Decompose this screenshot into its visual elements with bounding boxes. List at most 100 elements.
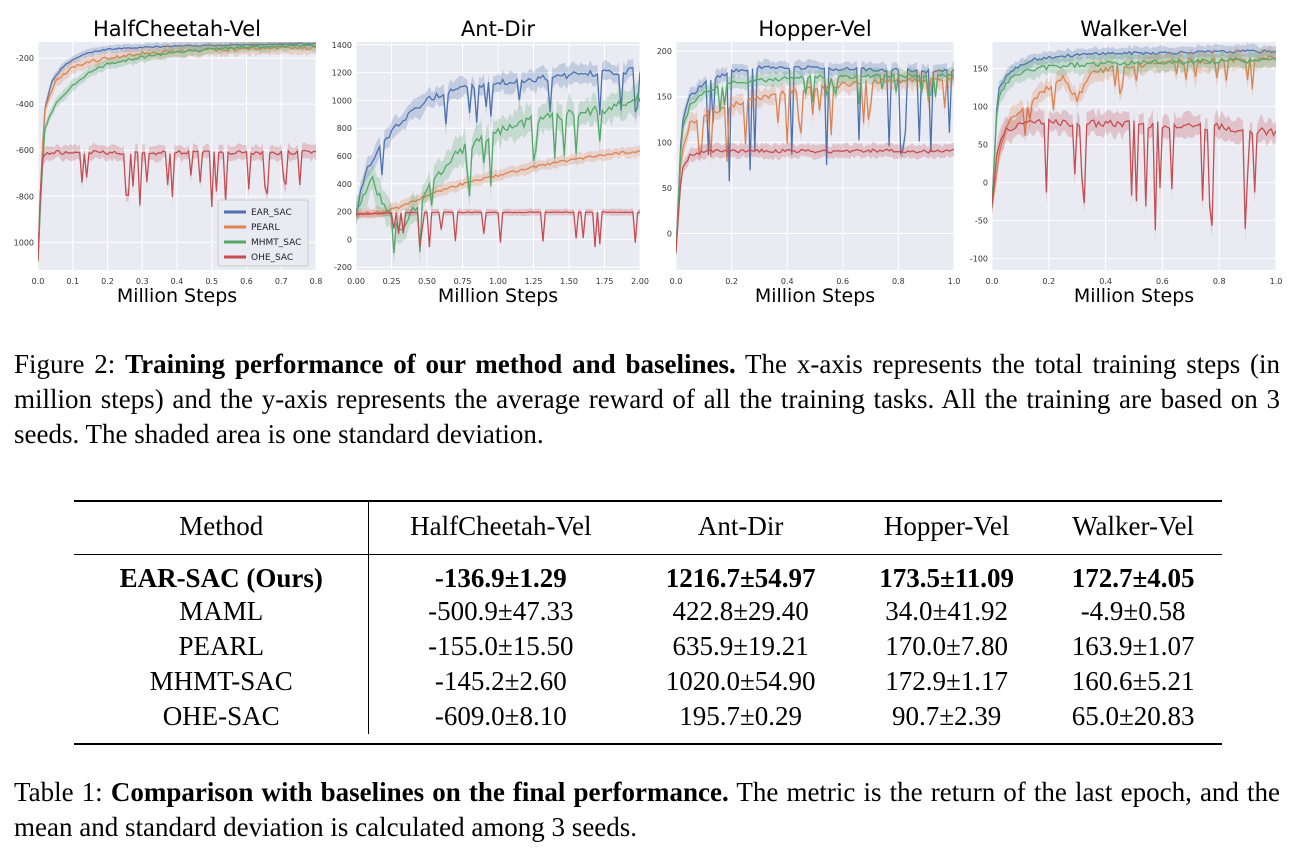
x-tick-label: 1.50	[560, 277, 578, 286]
y-tick-label: 400	[337, 180, 352, 189]
header-walker: Walker-Vel	[1044, 500, 1222, 555]
chart-title: HalfCheetah-Vel	[93, 17, 261, 41]
table-cell: -145.2±2.60	[434, 665, 567, 696]
x-tick-label: 1.25	[525, 277, 543, 286]
plot-background	[992, 42, 1276, 270]
x-tick-label: 0.2	[725, 277, 738, 286]
series-line-EAR_SAC	[38, 42, 316, 262]
y-tick-label: -100	[970, 255, 988, 264]
y-tick-label: -600	[16, 146, 34, 155]
x-tick-label: 0.4	[781, 277, 794, 286]
table-cell: 195.7±0.29	[679, 700, 803, 731]
table-cell: MAML	[74, 593, 370, 629]
series-line-PEARL	[356, 150, 640, 215]
table-cell: 160.6±5.21	[1071, 665, 1195, 696]
x-tick-label: 0.1	[66, 277, 79, 286]
table-caption-bold: Comparison with baselines on the final p…	[110, 777, 729, 807]
table-cell: -500.9±47.33	[428, 595, 574, 626]
figure-caption-label: Figure 2:	[14, 349, 116, 379]
series-line-OHE_SAC	[992, 118, 1276, 231]
series-line-EAR_SAC	[992, 49, 1276, 205]
x-axis-label: Million Steps	[117, 285, 237, 307]
table-cell: 173.5±11.09	[879, 562, 1015, 593]
header-antdir: Ant-Dir	[632, 500, 850, 555]
header-method: Method	[74, 500, 370, 555]
x-tick-label: 1.75	[596, 277, 614, 286]
table-caption-text: The metric is the return of the last epo…	[14, 777, 1281, 842]
table-cell: -609.0±8.10	[434, 700, 567, 731]
x-tick-label: 0.8	[892, 277, 905, 286]
x-tick-label: 0.50	[418, 277, 436, 286]
table-cell: -155.0±15.50	[428, 630, 574, 661]
table-cell: MHMT-SAC	[74, 663, 370, 699]
y-tick-label: 600	[337, 152, 352, 161]
chart-title: Hopper-Vel	[758, 17, 871, 41]
legend-label: EAR_SAC	[251, 208, 292, 218]
table-cell: 422.8±29.40	[672, 595, 809, 626]
y-tick-label: 0	[347, 235, 352, 244]
table-cell: EAR-SAC (Ours)	[74, 554, 370, 594]
table-row: PEARL -155.0±15.50 635.9±19.21 170.0±7.8…	[74, 628, 1222, 664]
x-tick-label: 0.0	[32, 277, 45, 286]
x-tick-label: 0.8	[310, 277, 323, 286]
table-caption: Table 1: Comparison with baselines on th…	[14, 775, 1280, 845]
y-tick-label: -800	[16, 192, 34, 201]
series-line-PEARL	[676, 75, 954, 251]
y-tick-label: -200	[334, 263, 352, 272]
table-cell: 635.9±19.21	[672, 630, 809, 661]
table-cell: 1020.0±54.90	[665, 665, 816, 696]
chart-panel-3: 0.0 0.2 0.4 0.6 0.8 1.0 200 150 100 50 0 Hopper-Vel…	[657, 17, 961, 307]
figure-caption: Figure 2: Training performance of our me…	[14, 347, 1280, 452]
legend-label: MHMT_SAC	[251, 238, 301, 248]
series-line-EAR_SAC	[356, 67, 640, 216]
x-tick-label: 0.4	[171, 277, 184, 286]
y-tick-label: 150	[973, 65, 988, 74]
legend-label: OHE_SAC	[251, 253, 293, 263]
series-band-OHE_SAC	[992, 107, 1276, 245]
header-halfcheetah: HalfCheetah-Vel	[368, 500, 633, 555]
header-hopper: Hopper-Vel	[849, 500, 1045, 555]
y-tick-label: 1400	[332, 41, 352, 50]
chart-panel-1: 0.0 0.1 0.2 0.3 0.4 0.5 0.6 0.7 0.8 -200 -400 -600 -…	[14, 17, 323, 307]
x-tick-label: 1.0	[1270, 277, 1283, 286]
chart-title: Ant-Dir	[461, 17, 535, 41]
y-tick-label: 150	[657, 93, 672, 102]
table-cell: -136.9±1.29	[434, 562, 567, 593]
y-tick-label: 1000	[14, 238, 34, 247]
table-cell: OHE-SAC	[74, 698, 370, 734]
series-band-EAR_SAC	[676, 58, 954, 259]
x-tick-label: 0.2	[1042, 277, 1055, 286]
table-caption-label: Table 1:	[14, 777, 103, 807]
table-cell: 1216.7±54.97	[665, 562, 816, 593]
x-tick-label: 2.00	[631, 277, 649, 286]
table-bottom-rule	[74, 743, 1222, 745]
table-header-row: Method HalfCheetah-Vel Ant-Dir Hopper-Ve…	[74, 500, 1222, 555]
training-performance-figure: 0.0 0.1 0.2 0.3 0.4 0.5 0.6 0.7 0.8 -200 -400 -600 -…	[14, 17, 1283, 307]
legend-box	[217, 199, 309, 267]
series-band-MHMT_SAC	[356, 81, 640, 266]
table-cell: 34.0±41.92	[885, 595, 1009, 626]
figure-caption-text: The x-axis represents the total training…	[14, 349, 1281, 449]
y-tick-label: -200	[16, 54, 34, 63]
x-tick-label: 0.8	[1213, 277, 1226, 286]
table-cell: 172.9±1.17	[885, 665, 1009, 696]
y-tick-label: 0	[667, 230, 672, 239]
x-tick-label: 1.00	[489, 277, 507, 286]
series-line-OHE_SAC	[676, 148, 954, 253]
chart-title: Walker-Vel	[1080, 17, 1188, 41]
x-tick-label: 0.00	[347, 277, 365, 286]
y-tick-label: 200	[657, 47, 672, 56]
x-tick-label: 0.3	[136, 277, 149, 286]
chart-panel-2: 0.00 0.25 0.50 0.75 1.00 1.25 1.50 1.75 2.00 1400…	[332, 17, 649, 307]
x-tick-label: 1.0	[948, 277, 961, 286]
y-tick-label: -50	[975, 217, 988, 226]
series-line-EAR_SAC	[676, 64, 954, 252]
table-row: OHE-SAC -609.0±8.10 195.7±0.29 90.7±2.39…	[74, 698, 1222, 734]
results-table: Method HalfCheetah-Vel Ant-Dir Hopper-Ve…	[74, 500, 1222, 734]
x-tick-label: 0.5	[205, 277, 218, 286]
table-cell: 163.9±1.07	[1071, 630, 1195, 661]
table-row: MHMT-SAC -145.2±2.60 1020.0±54.90 172.9±…	[74, 663, 1222, 699]
y-tick-label: 100	[973, 103, 988, 112]
chart-panel-4: 0.0 0.2 0.4 0.6 0.8 1.0 150 100 50 0 -50 -100 Walker…	[970, 17, 1283, 307]
x-tick-label: 0.25	[383, 277, 401, 286]
